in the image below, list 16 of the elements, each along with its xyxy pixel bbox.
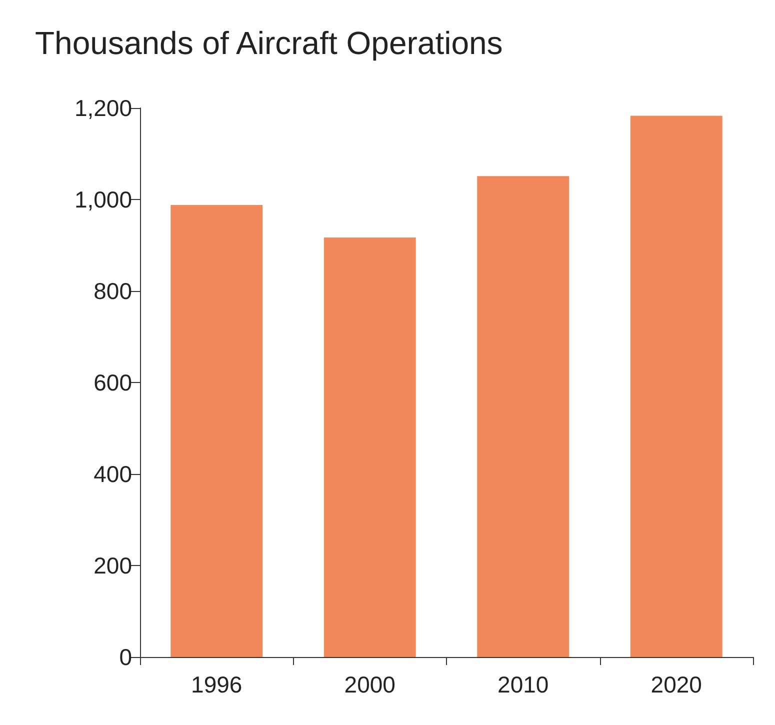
chart-title: Thousands of Aircraft Operations	[35, 25, 503, 61]
bar	[170, 204, 263, 657]
bar	[630, 116, 722, 657]
y-tick-label: 400	[94, 461, 132, 487]
bar	[477, 176, 570, 657]
x-tick-label: 2010	[498, 672, 549, 698]
y-tick-label: 0	[119, 644, 132, 670]
y-tick-label: 1,200	[74, 95, 132, 121]
y-tick-label: 200	[94, 552, 132, 578]
x-tick-label: 1996	[191, 672, 242, 698]
y-tick-label: 600	[94, 370, 132, 396]
x-tick-label: 2020	[650, 672, 702, 698]
x-tick-label: 2000	[344, 672, 396, 698]
bar	[324, 237, 416, 657]
y-tick-label: 1,000	[74, 186, 132, 212]
y-tick-label: 800	[94, 278, 132, 304]
